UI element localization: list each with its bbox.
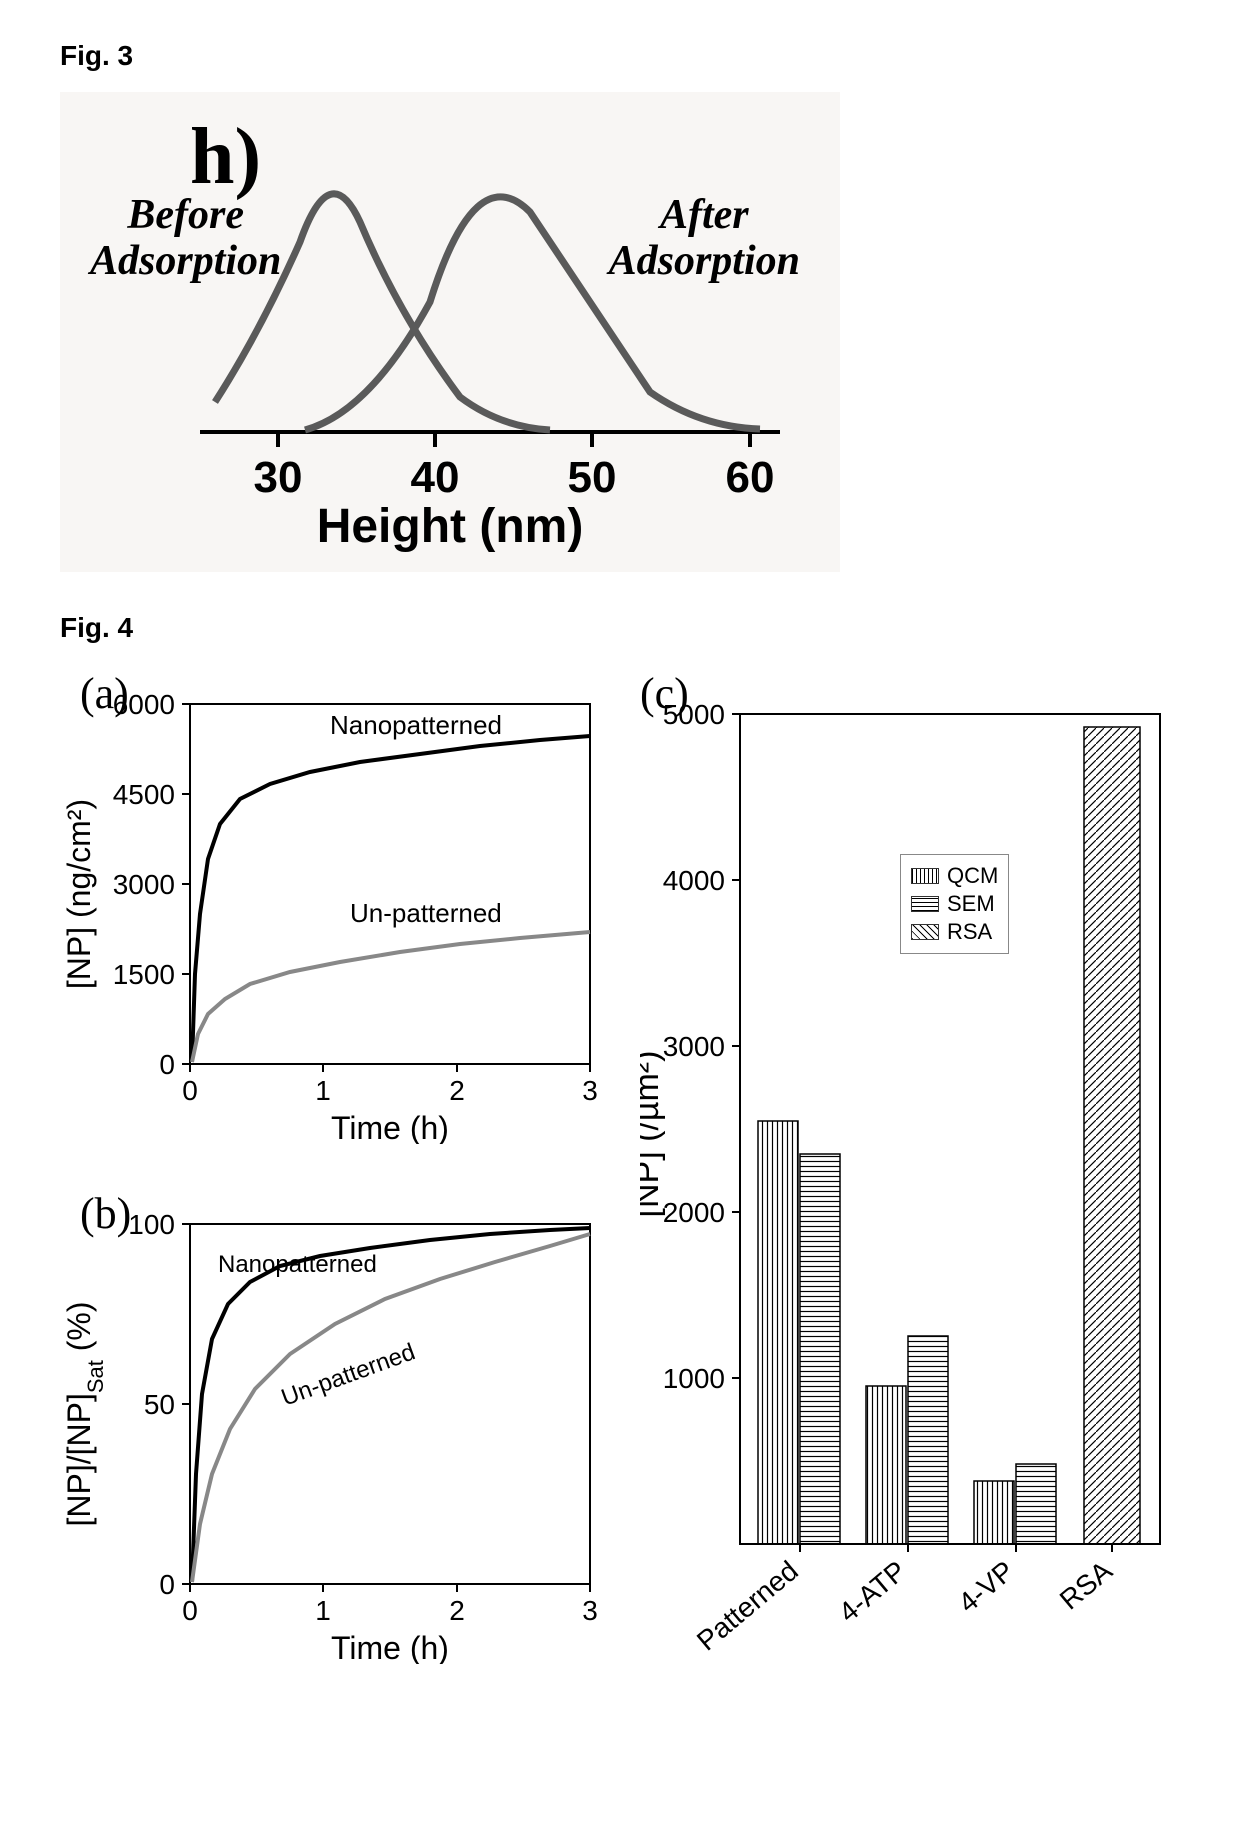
svg-text:2: 2 (449, 1595, 465, 1626)
panel-b-label: (b) (80, 1188, 131, 1239)
fig3-before-label: BeforeAdsorption (90, 192, 281, 284)
svg-text:Nanopatterned: Nanopatterned (330, 710, 502, 740)
fig4-panels: (a) 0 1500 3000 4500 6000 0 (60, 664, 1160, 1744)
panel-c-legend: QCM SEM RSA (900, 854, 1009, 954)
svg-text:100: 100 (128, 1209, 175, 1240)
panel-a-label: (a) (80, 668, 129, 719)
svg-text:3: 3 (582, 1595, 598, 1626)
svg-text:4500: 4500 (113, 779, 175, 810)
svg-text:0: 0 (182, 1595, 198, 1626)
svg-text:RSA: RSA (1054, 1555, 1118, 1616)
svg-text:4-VP: 4-VP (952, 1555, 1020, 1619)
legend-rsa: RSA (911, 919, 998, 945)
fig3-panel: 30 40 50 60 h) BeforeAdsorption AfterAds… (60, 92, 840, 572)
svg-text:30: 30 (254, 453, 303, 502)
svg-text:[NP]/[NP]Sat (%): [NP]/[NP]Sat (%) (61, 1301, 108, 1526)
svg-text:1000: 1000 (663, 1363, 725, 1394)
fig3-label: Fig. 3 (60, 40, 1180, 72)
svg-text:Patterned: Patterned (691, 1555, 804, 1657)
panel-a-xlabel: Time (h) (331, 1110, 449, 1144)
fig3-xlabel: Height (nm) (317, 499, 584, 554)
fig4-label: Fig. 4 (60, 612, 1180, 644)
fig4-panel-b: (b) 0 50 100 0 1 2 3 (60, 1184, 620, 1664)
svg-text:40: 40 (411, 453, 460, 502)
svg-text:Nanopatterned: Nanopatterned (218, 1251, 377, 1278)
svg-text:1: 1 (315, 1595, 331, 1626)
fig3-panel-label: h) (190, 112, 261, 203)
svg-text:4-ATP: 4-ATP (833, 1555, 912, 1628)
svg-text:1500: 1500 (113, 959, 175, 990)
svg-text:4000: 4000 (663, 865, 725, 896)
svg-text:3000: 3000 (113, 869, 175, 900)
svg-text:[NP] (/µm²): [NP] (/µm²) (640, 1051, 666, 1218)
svg-text:3: 3 (582, 1075, 598, 1106)
panel-c-chart: 1000 2000 3000 4000 5000 [NP] (/µm²) (640, 664, 1180, 1724)
svg-text:50: 50 (144, 1389, 175, 1420)
panel-b-chart: 0 50 100 0 1 2 3 [NP]/[NP]Sat (%) Time (… (60, 1184, 620, 1664)
svg-text:0: 0 (159, 1569, 175, 1600)
svg-text:Time (h): Time (h) (331, 1630, 449, 1664)
svg-text:50: 50 (568, 453, 617, 502)
svg-text:3000: 3000 (663, 1031, 725, 1062)
svg-text:[NP] (ng/cm²): [NP] (ng/cm²) (61, 799, 97, 989)
svg-text:1: 1 (315, 1075, 331, 1106)
legend-qcm: QCM (911, 863, 998, 889)
svg-text:2: 2 (449, 1075, 465, 1106)
svg-text:60: 60 (726, 453, 775, 502)
fig4-panel-a: (a) 0 1500 3000 4500 6000 0 (60, 664, 620, 1144)
panel-a-chart: 0 1500 3000 4500 6000 0 1 2 3 (60, 664, 620, 1144)
legend-sem: SEM (911, 891, 998, 917)
svg-text:2000: 2000 (663, 1197, 725, 1228)
svg-text:0: 0 (182, 1075, 198, 1106)
fig3-after-label: AfterAdsorption (609, 192, 800, 284)
fig4-panel-c: (c) 1000 2000 3 (640, 664, 1180, 1664)
svg-text:Un-patterned: Un-patterned (350, 898, 502, 928)
svg-text:0: 0 (159, 1049, 175, 1080)
panel-c-label: (c) (640, 668, 689, 719)
